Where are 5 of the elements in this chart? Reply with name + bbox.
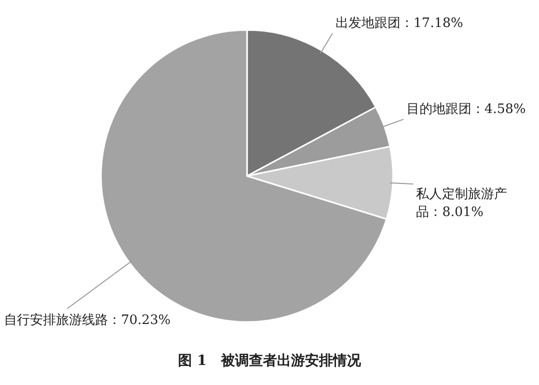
slice-label: 私人定制旅游产品：8.01% [416, 186, 508, 222]
text: 图 1 被调查者出游安排情况 [177, 352, 362, 370]
slice-label: 目的地跟团：4.58% [406, 101, 526, 120]
slice-label: 自行安排旅游线路：70.23% [4, 312, 171, 330]
slice-label: 出发地跟团：17.18% [336, 15, 464, 34]
